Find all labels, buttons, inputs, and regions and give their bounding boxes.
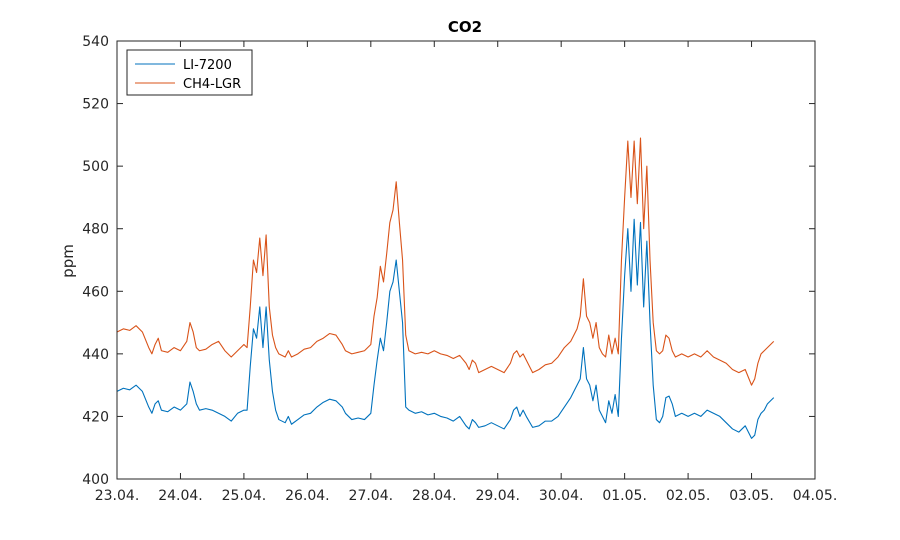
y-tick-label: 540 xyxy=(82,34,109,50)
y-tick-label: 400 xyxy=(82,472,109,488)
x-tick-label: 26.04. xyxy=(285,488,330,504)
x-tick-label: 27.04. xyxy=(349,488,394,504)
x-tick-label: 25.04. xyxy=(222,488,267,504)
legend-box xyxy=(126,49,253,96)
x-tick-label: 02.05. xyxy=(666,488,711,504)
legend-label: LI-7200 xyxy=(183,58,232,73)
series-layer xyxy=(116,137,775,439)
series-line-ch4-lgr xyxy=(116,137,775,386)
x-tick-label: 04.05. xyxy=(793,488,838,504)
x-tick-label: 28.04. xyxy=(412,488,457,504)
legend-label: CH4-LGR xyxy=(183,77,241,92)
plot-area xyxy=(117,41,815,479)
x-tick-label: 01.05. xyxy=(602,488,647,504)
x-tick-label: 23.04. xyxy=(95,488,140,504)
chart-title: CO2 xyxy=(448,18,482,36)
legend: LI-7200 CH4-LGR xyxy=(126,49,253,96)
x-tick-label: 29.04. xyxy=(475,488,520,504)
y-tick-label: 480 xyxy=(82,222,109,238)
y-tick-label: 420 xyxy=(82,409,109,425)
series-line-li-7200 xyxy=(116,218,775,439)
y-tick-label: 520 xyxy=(82,97,109,113)
ticks-layer: 23.04. 24.04. 25.04. 26.04. 27.04. 28.04. 29.0… xyxy=(82,34,837,504)
x-tick-label: 24.04. xyxy=(158,488,203,504)
x-tick-label: 30.04. xyxy=(539,488,584,504)
y-tick-label: 460 xyxy=(82,284,109,300)
y-tick-label: 440 xyxy=(82,347,109,363)
y-axis-label: ppm xyxy=(59,244,77,278)
x-tick-label: 03.05. xyxy=(729,488,774,504)
axes-box xyxy=(116,40,816,480)
plot-background xyxy=(117,41,815,479)
y-tick-label: 500 xyxy=(82,159,109,175)
